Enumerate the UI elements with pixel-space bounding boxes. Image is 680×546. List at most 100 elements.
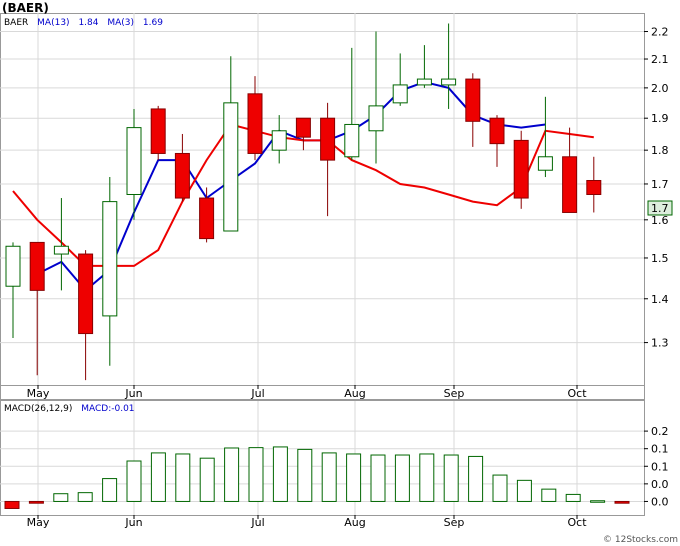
candle <box>53 198 69 291</box>
candle-body <box>489 117 505 145</box>
candle-body <box>223 102 239 232</box>
macd-bar <box>175 453 191 502</box>
macd-legend: MACD(26,12,9) MACD:-0.01 <box>4 404 135 414</box>
price-x-axis-strip <box>0 385 645 400</box>
macd-x-tick-label: Aug <box>344 516 365 529</box>
macd-bar <box>102 478 118 502</box>
footer-credit: © 12Stocks.com <box>603 535 678 545</box>
price-y-tick-label: 1.8 <box>651 144 669 157</box>
macd-bar <box>590 500 606 503</box>
candle <box>537 96 553 178</box>
last-price-label: 1.7 <box>651 202 669 215</box>
macd-bar <box>28 500 44 504</box>
candle-body <box>392 84 408 104</box>
last-price-badge: 1.7 <box>647 200 673 216</box>
macd-bar <box>77 492 93 502</box>
candles <box>5 23 602 381</box>
macd-bars <box>4 446 630 509</box>
price-y-tick-label: 2.2 <box>651 26 669 39</box>
macd-bar <box>248 447 264 502</box>
candle <box>368 31 384 164</box>
candle-body <box>441 78 457 86</box>
macd-bar <box>199 457 215 502</box>
chart-legend: BAER MA(13) 1.84 MA(3) 1.69 <box>4 18 163 28</box>
candle <box>271 115 287 164</box>
macd-bar <box>321 452 337 502</box>
macd-bar <box>419 453 435 502</box>
macd-bar <box>516 479 532 502</box>
legend-ma13-value: 1.84 <box>78 18 98 28</box>
candle-body <box>465 78 481 122</box>
candle-body <box>174 152 190 199</box>
macd-y-tick-label: 0.1 <box>651 443 669 456</box>
candle <box>441 23 457 109</box>
macd-bar <box>394 454 410 502</box>
price-y-tick-label: 2.0 <box>651 82 669 95</box>
candle <box>247 76 263 161</box>
legend-symbol: BAER <box>4 18 28 28</box>
candle-body <box>562 156 578 213</box>
candle <box>344 47 360 161</box>
candle <box>465 73 481 147</box>
candle-body <box>368 105 384 132</box>
price-x-tick-label: Sep <box>444 387 465 400</box>
candle <box>223 56 239 232</box>
macd-bar <box>150 452 166 502</box>
price-x-tick-label: Jul <box>250 387 264 400</box>
candle-body <box>5 245 21 287</box>
candle-body <box>29 241 45 291</box>
candle-body <box>320 117 336 161</box>
candle <box>295 117 311 151</box>
macd-title: MACD(26,12,9) <box>4 404 72 414</box>
candle <box>392 53 408 106</box>
legend-ma3-name: MA(3) <box>107 18 134 28</box>
macd-bar <box>126 460 142 502</box>
candle-body <box>78 253 94 335</box>
macd-bar <box>297 448 313 502</box>
macd-y-tick-label: 0.1 <box>651 460 669 473</box>
candle-body <box>126 127 142 195</box>
candle-body <box>295 117 311 138</box>
price-x-axis: May Jun Jul Aug Sep Oct <box>27 385 587 400</box>
price-x-tick-label: Oct <box>567 387 587 400</box>
candle-body <box>537 156 553 171</box>
macd-x-axis: May Jun Jul Aug Sep Oct <box>27 515 587 529</box>
candle-body <box>247 93 263 154</box>
price-y-tick-label: 1.9 <box>651 112 669 125</box>
chart-title: (BAER) <box>2 1 49 15</box>
price-y-tick-label: 1.3 <box>651 337 669 350</box>
price-panel-frame <box>0 13 645 386</box>
legend-ma13-name: MA(13) <box>37 18 69 28</box>
macd-y-tick-label: 0.2 <box>651 425 669 438</box>
candle <box>102 177 118 366</box>
macd-value: MACD:-0.01 <box>81 404 134 414</box>
price-y-tick-label: 1.4 <box>651 293 669 306</box>
candle-body <box>513 139 529 199</box>
macd-y-axis: 0.2 0.1 0.1 0.0 0.0 <box>644 425 669 508</box>
price-y-tick-label: 1.5 <box>651 252 669 265</box>
candle <box>126 108 142 220</box>
candle <box>199 187 215 243</box>
macd-bar <box>346 453 362 502</box>
candle-body <box>199 197 215 240</box>
macd-bar <box>272 446 288 502</box>
candle-body <box>344 123 360 158</box>
candle-body <box>102 201 118 317</box>
macd-bar <box>224 447 240 502</box>
candle <box>416 45 432 88</box>
candle-body <box>53 245 69 255</box>
macd-x-tick-label: Jul <box>250 516 264 529</box>
macd-x-tick-label: Sep <box>444 516 465 529</box>
candle-body <box>416 78 432 86</box>
ma13-line <box>36 80 546 292</box>
candle-body <box>271 130 287 151</box>
macd-bar <box>541 488 557 502</box>
price-x-tick-label: Aug <box>344 387 365 400</box>
candle <box>174 133 190 202</box>
price-y-tick-label: 1.7 <box>651 178 669 191</box>
candle-body <box>586 179 602 195</box>
ma13-path <box>36 80 546 292</box>
candle <box>320 102 336 217</box>
candle <box>78 250 94 381</box>
